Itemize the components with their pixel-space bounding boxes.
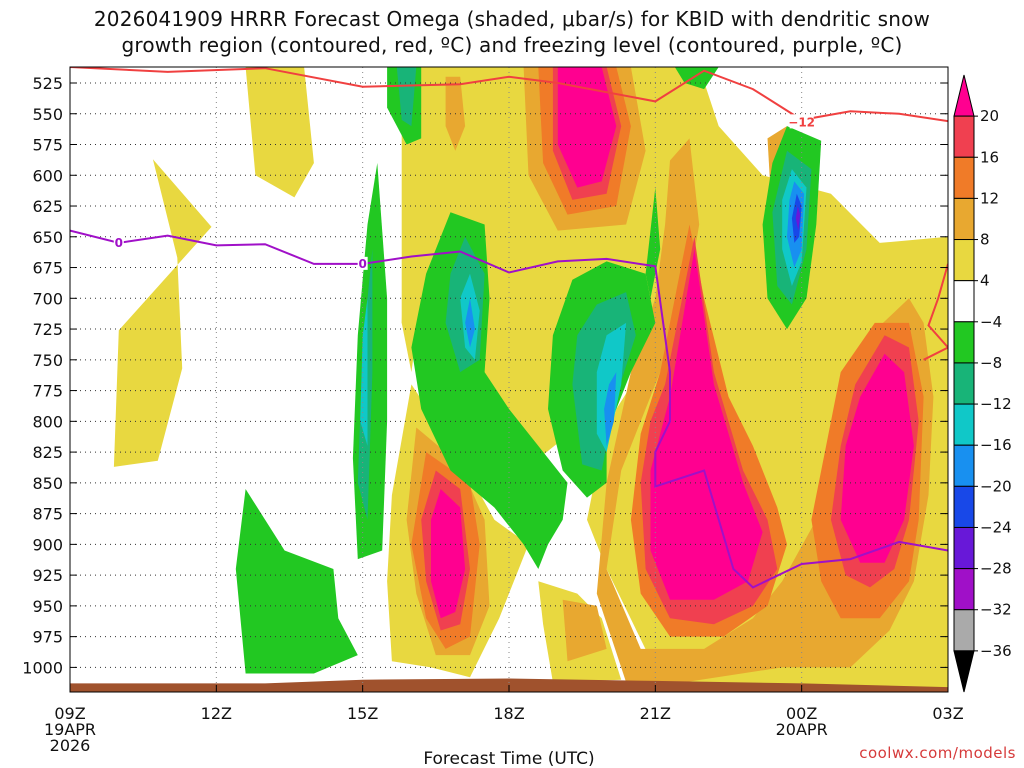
x-tick-label-0-0: 09Z bbox=[54, 704, 85, 723]
colorbar-swatch-7 bbox=[953, 362, 975, 405]
freezing-label-bg bbox=[113, 235, 124, 249]
chart-title: 2026041909 HRRR Forecast Omega (shaded, … bbox=[0, 6, 1024, 58]
x-axis-label: Forecast Time (UTC) bbox=[423, 749, 594, 768]
y-tick-label-700: 700 bbox=[32, 289, 63, 308]
omega-region-y4-0 bbox=[113, 159, 212, 467]
colorbar-label-5: −4 bbox=[980, 313, 1002, 331]
colorbar-label-0: 20 bbox=[980, 107, 999, 125]
chart-title-line2: growth region (contoured, red, ºC) and f… bbox=[121, 33, 903, 57]
y-tick-label-900: 900 bbox=[32, 535, 63, 554]
omega-shading bbox=[113, 67, 948, 690]
freezing-level-label-1: 0 bbox=[358, 257, 366, 271]
credit-text: coolwx.com/models bbox=[859, 744, 1016, 762]
dendritic-contour-2 bbox=[927, 263, 948, 349]
omega-region-m20-22 bbox=[557, 67, 617, 188]
y-tick-label-525: 525 bbox=[32, 74, 63, 93]
omega-region-c12-38 bbox=[360, 298, 368, 446]
chart-title-line1: 2026041909 HRRR Forecast Omega (shaded, … bbox=[93, 7, 931, 31]
omega-region-g4-29 bbox=[645, 187, 661, 299]
gridlines bbox=[70, 67, 948, 692]
colorbar-swatch-5 bbox=[953, 280, 975, 323]
y-tick-label-750: 750 bbox=[32, 351, 63, 370]
y-tick-label-825: 825 bbox=[32, 443, 63, 462]
colorbar-swatch-12 bbox=[953, 568, 975, 611]
freezing-level-line bbox=[70, 229, 948, 589]
y-tick-label-850: 850 bbox=[32, 474, 63, 493]
colorbar-swatch-9 bbox=[953, 444, 975, 487]
colorbar-label-8: −16 bbox=[980, 436, 1012, 454]
x-tick-label-15-0: 00Z bbox=[786, 704, 817, 723]
omega-region-m20-21 bbox=[431, 489, 466, 619]
x-tick-label-6-0: 15Z bbox=[347, 704, 378, 723]
y-tick-label-925: 925 bbox=[32, 566, 63, 585]
colorbar-label-7: −12 bbox=[980, 395, 1012, 413]
omega-region-g4-31 bbox=[235, 489, 358, 674]
omega-region-b16-43 bbox=[604, 372, 617, 446]
colorbar-swatch-bottom bbox=[953, 650, 975, 693]
y-tick-label-725: 725 bbox=[32, 320, 63, 339]
y-tick-label-875: 875 bbox=[32, 505, 63, 524]
colorbar-label-12: −32 bbox=[980, 601, 1012, 619]
contour-label-bg bbox=[789, 114, 814, 129]
y-tick-label-625: 625 bbox=[32, 197, 63, 216]
dendritic-contour-0 bbox=[70, 67, 948, 123]
colorbar-swatch-4 bbox=[953, 239, 975, 282]
colorbar-label-13: −36 bbox=[980, 642, 1012, 660]
y-tick-label-800: 800 bbox=[32, 412, 63, 431]
omega-region-m20-24 bbox=[840, 353, 914, 563]
dendritic-contour-label: −12 bbox=[788, 115, 815, 129]
omega-region-m20-23 bbox=[650, 249, 763, 600]
omega-region-b16-42 bbox=[465, 298, 475, 348]
x-tick-label-9-0: 18Z bbox=[493, 704, 524, 723]
colorbar-label-3: 8 bbox=[980, 231, 990, 249]
colorbar-swatch-8 bbox=[953, 403, 975, 446]
colorbar-swatch-3 bbox=[953, 197, 975, 241]
y-tick-label-650: 650 bbox=[32, 228, 63, 247]
x-tick-label-0-1: 19APR bbox=[44, 720, 96, 739]
omega-region-y4-1 bbox=[245, 67, 314, 198]
x-tick-label-12-0: 21Z bbox=[640, 704, 671, 723]
omega-region-y8-11 bbox=[562, 599, 607, 662]
colorbar-label-2: 12 bbox=[980, 189, 999, 207]
colorbar-swatch-13 bbox=[953, 609, 975, 652]
y-tick-label-575: 575 bbox=[32, 136, 63, 155]
colorbar-label-9: −20 bbox=[980, 477, 1012, 495]
colorbar-label-6: −8 bbox=[980, 354, 1002, 372]
colorbar-swatch-2 bbox=[953, 156, 975, 199]
x-tick-label-18-0: 03Z bbox=[932, 704, 963, 723]
y-tick-label-975: 975 bbox=[32, 628, 63, 647]
colorbar-label-4: 4 bbox=[980, 272, 990, 290]
colorbar-swatch-10 bbox=[953, 485, 975, 528]
colorbar-swatch-top bbox=[953, 74, 975, 117]
y-tick-label-675: 675 bbox=[32, 259, 63, 278]
x-tick-label-3-0: 12Z bbox=[201, 704, 232, 723]
y-tick-label-775: 775 bbox=[32, 382, 63, 401]
omega-region-y4-6 bbox=[401, 224, 422, 373]
colorbar-label-11: −28 bbox=[980, 560, 1012, 578]
dendritic-contour-1 bbox=[923, 346, 948, 361]
colorbar-swatch-1 bbox=[953, 115, 975, 158]
freezing-level-label-0: 0 bbox=[115, 236, 123, 250]
y-tick-label-950: 950 bbox=[32, 597, 63, 616]
colorbar-swatch-6 bbox=[953, 321, 975, 364]
x-tick-label-15-1: 20APR bbox=[776, 720, 828, 739]
y-tick-label-550: 550 bbox=[32, 105, 63, 124]
y-axis: 525 550 575 600 625 650 675 700 725 750 775 800 825 8… bbox=[22, 74, 948, 677]
colorbar-label-10: −24 bbox=[980, 518, 1012, 536]
y-tick-label-1000: 1000 bbox=[22, 658, 63, 677]
colorbar: 20 16 12 8 4 −4 −8 −12 −16 −20 −24 −28 −32 −36 bbox=[953, 74, 1012, 693]
contour-lines: −12 0 0 bbox=[70, 67, 948, 589]
x-tick-label-0-2: 2026 bbox=[50, 736, 91, 755]
omega-region-p24-46 bbox=[795, 206, 801, 231]
colorbar-label-1: 16 bbox=[980, 148, 999, 166]
freezing-label-bg bbox=[357, 256, 368, 270]
y-tick-label-600: 600 bbox=[32, 166, 63, 185]
omega-region-g8-34 bbox=[396, 67, 417, 127]
colorbar-swatch-11 bbox=[953, 526, 975, 570]
